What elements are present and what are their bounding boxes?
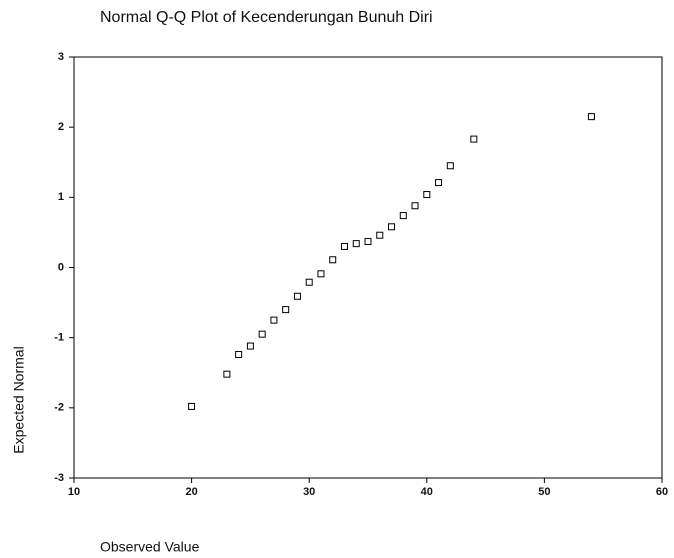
y-tick-label: -1: [54, 332, 64, 344]
point: [435, 179, 443, 187]
point: [423, 191, 431, 199]
y-tick-label: 0: [58, 261, 64, 273]
y-tick-label: -2: [54, 402, 64, 414]
point: [270, 316, 278, 324]
x-tick-label: 50: [538, 486, 550, 498]
point: [376, 231, 384, 239]
y-tick-label: 3: [58, 51, 64, 63]
y-axis-label: Expected Normal: [11, 346, 27, 453]
x-tick-label: 30: [303, 486, 315, 498]
y-tick-label: 1: [58, 191, 64, 203]
x-tick-label: 10: [68, 486, 80, 498]
point: [446, 162, 454, 170]
point: [223, 370, 231, 378]
point: [329, 256, 337, 264]
chart-title: Normal Q-Q Plot of Kecenderungan Bunuh D…: [100, 9, 433, 26]
plot-frame: [73, 56, 663, 479]
point: [411, 202, 419, 210]
point: [293, 292, 301, 300]
point: [317, 270, 325, 278]
point: [305, 278, 313, 286]
point: [399, 212, 407, 220]
point: [364, 238, 372, 246]
x-axis-label: Observed Value: [100, 539, 200, 555]
point: [246, 342, 254, 350]
point: [282, 306, 290, 314]
point: [258, 330, 266, 338]
point: [388, 223, 396, 231]
x-tick-label: 60: [656, 486, 668, 498]
y-tick-label: 2: [58, 121, 64, 133]
point: [340, 242, 348, 250]
point: [587, 113, 595, 121]
point: [470, 135, 478, 143]
x-tick-label: 40: [421, 486, 433, 498]
y-tick-label: -3: [54, 472, 64, 484]
point: [352, 240, 360, 248]
point: [235, 351, 243, 359]
x-tick-label: 20: [185, 486, 197, 498]
point: [188, 402, 196, 410]
